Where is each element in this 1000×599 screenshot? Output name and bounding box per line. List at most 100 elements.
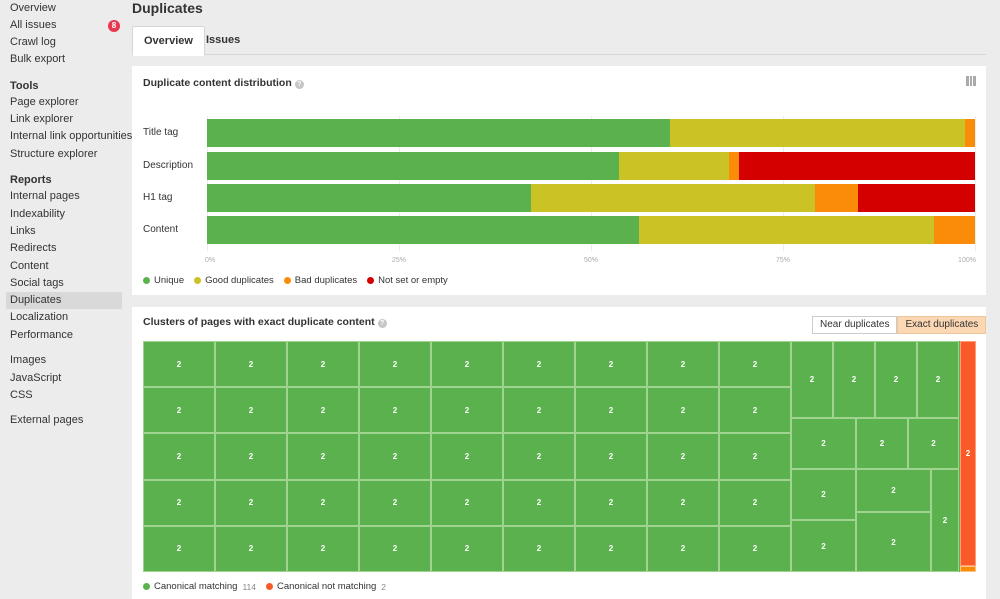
cluster-cell[interactable]: 2	[719, 387, 791, 434]
cluster-cell[interactable]: 2	[575, 433, 647, 480]
cluster-cell[interactable]: 2	[143, 387, 215, 434]
cluster-cell[interactable]: 2	[503, 525, 575, 572]
cluster-cell[interactable]: 2	[359, 479, 431, 526]
bar-segment[interactable]	[858, 184, 975, 212]
cluster-cell[interactable]: 2	[719, 341, 791, 388]
cluster-cell[interactable]: 2	[917, 341, 959, 418]
bar-segment[interactable]	[207, 152, 620, 180]
cluster-cell[interactable]: 2	[647, 341, 719, 388]
sidebar-item-link-explorer[interactable]: Link explorer	[10, 113, 73, 125]
sidebar-item-performance[interactable]: Performance	[10, 329, 73, 341]
cluster-cell[interactable]: 2	[647, 479, 719, 526]
sidebar-item-structure-explorer[interactable]: Structure explorer	[10, 148, 98, 160]
cluster-cell[interactable]: 2	[575, 387, 647, 434]
bar-segment[interactable]	[739, 152, 975, 180]
sidebar-item-page-explorer[interactable]: Page explorer	[10, 96, 79, 108]
bar-segment[interactable]	[531, 184, 816, 212]
cluster-cell[interactable]: 2	[215, 433, 287, 480]
sidebar-item-indexability[interactable]: Indexability	[10, 208, 66, 220]
cluster-cell[interactable]: 2	[431, 387, 503, 434]
cluster-cell[interactable]: 2	[856, 512, 931, 572]
cluster-cell[interactable]: 2	[287, 525, 359, 572]
cluster-cell[interactable]: 2	[359, 387, 431, 434]
near-duplicates-button[interactable]: Near duplicates	[812, 316, 898, 334]
help-icon[interactable]: ?	[294, 80, 304, 89]
legend-item[interactable]: Unique	[143, 275, 184, 286]
legend-item[interactable]: Canonical not matching 2	[266, 581, 386, 592]
sidebar-item-css[interactable]: CSS	[10, 389, 33, 401]
cluster-cell[interactable]: 2	[215, 341, 287, 388]
cluster-cell[interactable]: 2	[431, 479, 503, 526]
cluster-cell[interactable]: 2	[503, 433, 575, 480]
bar-segment[interactable]	[207, 119, 671, 147]
help-icon[interactable]: ?	[377, 319, 387, 328]
cluster-cell[interactable]: 2	[431, 525, 503, 572]
cluster-cell[interactable]: 2	[931, 469, 959, 572]
legend-item[interactable]: Not set or empty	[367, 275, 448, 286]
cluster-cell-small[interactable]	[960, 566, 976, 572]
cluster-cell[interactable]: 2	[791, 520, 856, 572]
cluster-cell[interactable]: 2	[143, 479, 215, 526]
cluster-cell[interactable]: 2	[647, 525, 719, 572]
cluster-cell[interactable]: 2	[856, 469, 931, 512]
cluster-cell[interactable]: 2	[287, 387, 359, 434]
sidebar-item-internal-pages[interactable]: Internal pages	[10, 190, 80, 202]
cluster-cell[interactable]: 2	[215, 387, 287, 434]
bar-segment[interactable]	[965, 119, 975, 147]
bar-segment[interactable]	[207, 184, 532, 212]
legend-item[interactable]: Bad duplicates	[283, 275, 357, 286]
cluster-cell[interactable]: 2	[359, 433, 431, 480]
sidebar-item-internal-link-opportunities[interactable]: Internal link opportunities	[10, 130, 133, 142]
cluster-cell[interactable]: 2	[791, 418, 856, 469]
bar-segment[interactable]	[619, 152, 730, 180]
bar-segment[interactable]	[670, 119, 965, 147]
cluster-cell[interactable]: 2	[503, 387, 575, 434]
bar-segment[interactable]	[207, 216, 640, 244]
cluster-cell[interactable]: 2	[856, 418, 908, 469]
sidebar-item-duplicates[interactable]: Duplicates	[6, 292, 122, 309]
sidebar-item-javascript[interactable]: JavaScript	[10, 372, 62, 384]
legend-item[interactable]: Canonical matching 114	[143, 581, 256, 592]
sidebar-item-images[interactable]: Images	[10, 354, 47, 366]
sidebar-item-overview[interactable]: Overview	[10, 2, 56, 14]
cluster-cell[interactable]: 2	[287, 433, 359, 480]
cluster-cell-not-matching[interactable]: 2	[960, 341, 976, 566]
cluster-cell[interactable]: 2	[215, 479, 287, 526]
cluster-cell[interactable]: 2	[719, 433, 791, 480]
cluster-cell[interactable]: 2	[833, 341, 875, 418]
cluster-cell[interactable]: 2	[215, 525, 287, 572]
exact-duplicates-button[interactable]: Exact duplicates	[897, 316, 987, 334]
cluster-cell[interactable]: 2	[143, 341, 215, 388]
cluster-cell[interactable]: 2	[719, 479, 791, 526]
sidebar-item-social-tags[interactable]: Social tags	[10, 277, 64, 289]
sidebar-item-bulk-export[interactable]: Bulk export	[10, 53, 66, 65]
cluster-cell[interactable]: 2	[575, 341, 647, 388]
sidebar-item-crawl-log[interactable]: Crawl log	[10, 36, 56, 48]
legend-item[interactable]: Good duplicates	[194, 275, 274, 286]
cluster-cell[interactable]: 2	[575, 525, 647, 572]
cluster-cell[interactable]: 2	[287, 479, 359, 526]
cluster-cell[interactable]: 2	[647, 433, 719, 480]
cluster-cell[interactable]: 2	[575, 479, 647, 526]
cluster-cell[interactable]: 2	[647, 387, 719, 434]
tab-issues[interactable]: Issues	[206, 34, 241, 46]
bar-segment[interactable]	[815, 184, 859, 212]
sidebar-item-redirects[interactable]: Redirects	[10, 242, 57, 254]
cluster-cell[interactable]: 2	[143, 433, 215, 480]
cluster-cell[interactable]: 2	[719, 525, 791, 572]
cluster-cell[interactable]: 2	[359, 525, 431, 572]
tab-overview[interactable]: Overview	[132, 26, 205, 56]
sidebar-item-all-issues[interactable]: All issues 8	[6, 17, 122, 34]
cluster-cell[interactable]: 2	[875, 341, 917, 418]
cluster-cell[interactable]: 2	[431, 341, 503, 388]
sidebar-item-external-pages[interactable]: External pages	[10, 414, 84, 426]
cluster-cell[interactable]: 2	[503, 341, 575, 388]
cluster-cell[interactable]: 2	[431, 433, 503, 480]
cluster-cell[interactable]: 2	[791, 341, 833, 418]
cluster-cell[interactable]: 2	[287, 341, 359, 388]
bar-segment[interactable]	[934, 216, 975, 244]
columns-icon[interactable]	[966, 76, 977, 86]
sidebar-item-links[interactable]: Links	[10, 225, 36, 237]
cluster-cell[interactable]: 2	[143, 525, 215, 572]
sidebar-item-localization[interactable]: Localization	[10, 311, 69, 323]
